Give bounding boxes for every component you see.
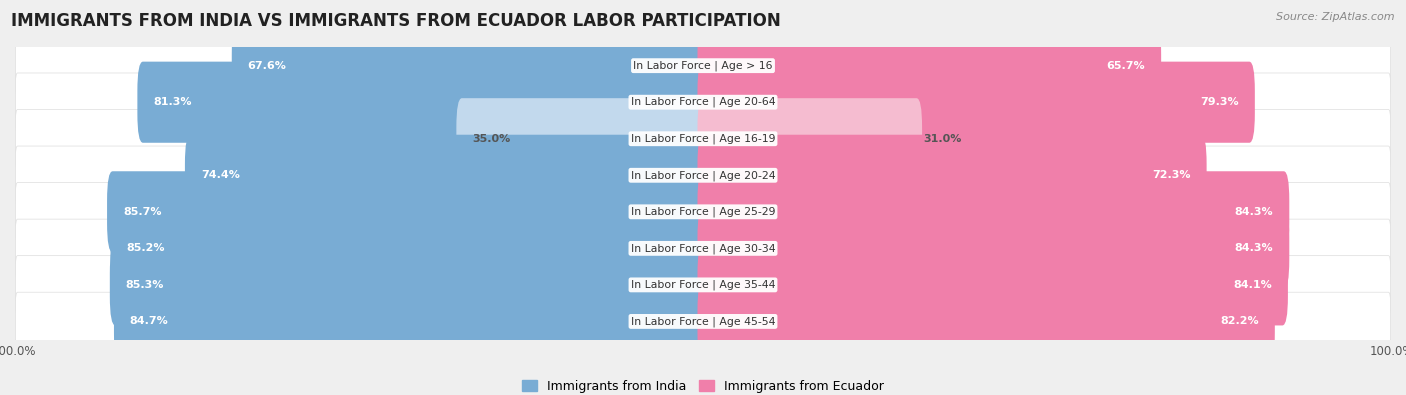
FancyBboxPatch shape <box>15 182 1391 241</box>
Text: In Labor Force | Age 16-19: In Labor Force | Age 16-19 <box>631 134 775 144</box>
Text: 84.3%: 84.3% <box>1234 207 1274 217</box>
Text: 67.6%: 67.6% <box>247 61 287 71</box>
FancyBboxPatch shape <box>15 256 1391 314</box>
FancyBboxPatch shape <box>15 219 1391 278</box>
FancyBboxPatch shape <box>15 36 1391 95</box>
Text: 82.2%: 82.2% <box>1220 316 1258 326</box>
FancyBboxPatch shape <box>697 98 922 179</box>
Text: 81.3%: 81.3% <box>153 97 191 107</box>
Text: 65.7%: 65.7% <box>1107 61 1146 71</box>
Text: 85.2%: 85.2% <box>127 243 165 253</box>
Text: In Labor Force | Age 45-54: In Labor Force | Age 45-54 <box>631 316 775 327</box>
Text: In Labor Force | Age 20-24: In Labor Force | Age 20-24 <box>631 170 775 181</box>
FancyBboxPatch shape <box>15 146 1391 205</box>
FancyBboxPatch shape <box>186 135 709 216</box>
Text: In Labor Force | Age > 16: In Labor Force | Age > 16 <box>633 60 773 71</box>
FancyBboxPatch shape <box>697 208 1289 289</box>
FancyBboxPatch shape <box>110 245 709 325</box>
Text: 84.7%: 84.7% <box>129 316 169 326</box>
FancyBboxPatch shape <box>107 171 709 252</box>
FancyBboxPatch shape <box>15 109 1391 168</box>
FancyBboxPatch shape <box>697 62 1254 143</box>
Text: 31.0%: 31.0% <box>924 134 962 144</box>
FancyBboxPatch shape <box>457 98 709 179</box>
Text: 79.3%: 79.3% <box>1201 97 1239 107</box>
Text: 84.3%: 84.3% <box>1234 243 1274 253</box>
Text: Source: ZipAtlas.com: Source: ZipAtlas.com <box>1277 12 1395 22</box>
Text: In Labor Force | Age 30-34: In Labor Force | Age 30-34 <box>631 243 775 254</box>
Text: 85.3%: 85.3% <box>125 280 165 290</box>
FancyBboxPatch shape <box>114 281 709 362</box>
Text: 74.4%: 74.4% <box>201 170 239 180</box>
FancyBboxPatch shape <box>697 281 1275 362</box>
Text: In Labor Force | Age 20-64: In Labor Force | Age 20-64 <box>631 97 775 107</box>
Text: In Labor Force | Age 35-44: In Labor Force | Age 35-44 <box>631 280 775 290</box>
FancyBboxPatch shape <box>138 62 709 143</box>
Text: 85.7%: 85.7% <box>122 207 162 217</box>
FancyBboxPatch shape <box>15 292 1391 351</box>
Text: 72.3%: 72.3% <box>1153 170 1191 180</box>
FancyBboxPatch shape <box>697 135 1206 216</box>
Text: In Labor Force | Age 25-29: In Labor Force | Age 25-29 <box>631 207 775 217</box>
Text: 35.0%: 35.0% <box>472 134 510 144</box>
Legend: Immigrants from India, Immigrants from Ecuador: Immigrants from India, Immigrants from E… <box>517 375 889 395</box>
FancyBboxPatch shape <box>111 208 709 289</box>
FancyBboxPatch shape <box>15 73 1391 132</box>
FancyBboxPatch shape <box>697 25 1161 106</box>
Text: 84.1%: 84.1% <box>1233 280 1272 290</box>
FancyBboxPatch shape <box>697 245 1288 325</box>
FancyBboxPatch shape <box>697 171 1289 252</box>
FancyBboxPatch shape <box>232 25 709 106</box>
Text: IMMIGRANTS FROM INDIA VS IMMIGRANTS FROM ECUADOR LABOR PARTICIPATION: IMMIGRANTS FROM INDIA VS IMMIGRANTS FROM… <box>11 12 780 30</box>
